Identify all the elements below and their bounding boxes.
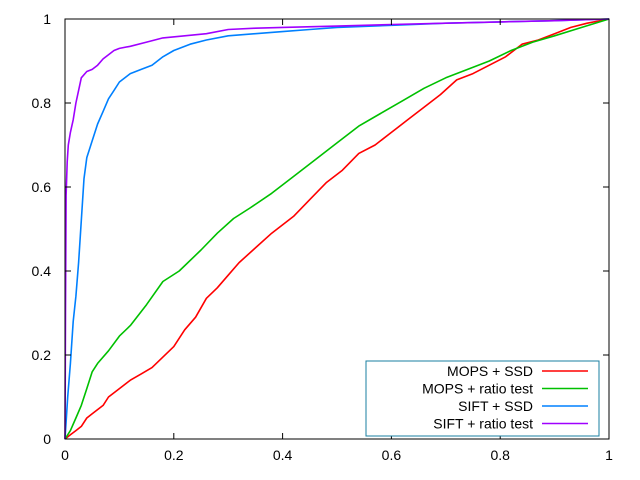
- legend-label-0: MOPS + SSD: [447, 363, 533, 379]
- legend-label-2: SIFT + SSD: [458, 398, 533, 414]
- y-tick-label: 0.4: [32, 263, 52, 279]
- y-tick-label: 0.6: [32, 179, 52, 195]
- series-layer: [64, 18, 610, 440]
- x-tick-label: 0.4: [273, 447, 293, 463]
- legend-label-1: MOPS + ratio test: [422, 381, 533, 397]
- series-line-2: [64, 18, 610, 440]
- y-tick-label: 0.8: [32, 95, 52, 111]
- legend-label-3: SIFT + ratio test: [433, 416, 533, 432]
- y-tick-label: 1: [43, 11, 51, 27]
- series-line-0: [64, 18, 610, 440]
- x-tick-label: 1: [605, 447, 613, 463]
- plot-frame: [64, 18, 610, 440]
- ticks-layer: 0 0.2 0.4 0.6 0.8 1 0 0.2 0.4 0.6 0.8 1: [32, 11, 614, 463]
- y-tick-label: 0: [43, 431, 51, 447]
- x-tick-label: 0.6: [382, 447, 402, 463]
- series-line-3: [64, 18, 610, 440]
- series-line-1: [64, 18, 610, 440]
- y-tick-label: 0.2: [32, 347, 52, 363]
- x-tick-label: 0.2: [164, 447, 184, 463]
- x-tick-label: 0.8: [490, 447, 510, 463]
- x-tick-label: 0: [61, 447, 69, 463]
